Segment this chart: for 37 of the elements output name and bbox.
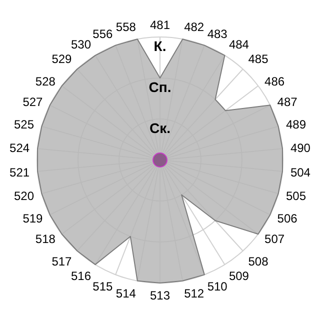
spoke-label: 485 [248,52,269,66]
spoke-label: 483 [207,26,228,41]
spoke-label: 505 [286,189,306,204]
spoke-label: 482 [184,20,204,34]
spoke-label: 489 [286,117,306,132]
spoke-label: 530 [71,38,92,52]
spoke-label: 524 [10,141,30,156]
y-tick-label: Ск. [149,120,171,136]
spoke-label: 486 [264,74,285,88]
spoke-label: 521 [10,165,30,180]
spoke-label: 514 [116,286,136,300]
spoke-label: 517 [52,254,72,268]
spoke-label: 507 [264,232,285,246]
spoke-label: 529 [52,52,72,66]
spoke-label: 516 [71,268,92,283]
y-tick-label: Сп. [148,79,172,95]
spoke-label: 527 [22,94,44,109]
spoke-label: 513 [150,288,170,303]
spoke-label: 510 [207,280,228,294]
spoke-label: 520 [14,189,34,204]
spoke-label: 525 [14,117,34,132]
spoke-label: 508 [248,254,269,268]
spoke-label: 504 [290,165,311,180]
spoke-label: 509 [228,268,250,283]
spoke-label: 518 [35,232,56,246]
spoke-label: 490 [290,141,311,156]
spoke-label: 558 [116,20,136,34]
y-tick-label: К. [154,38,166,54]
spoke-label: 484 [228,38,250,52]
spoke-label: 519 [22,212,44,226]
spoke-label: 487 [277,94,298,109]
spoke-label: 512 [184,286,204,300]
spoke-label: 556 [92,26,113,41]
spoke-label: 481 [150,18,170,32]
spoke-label: 515 [92,280,113,294]
spoke-label: 528 [35,74,56,88]
spoke-label: 506 [277,212,298,226]
